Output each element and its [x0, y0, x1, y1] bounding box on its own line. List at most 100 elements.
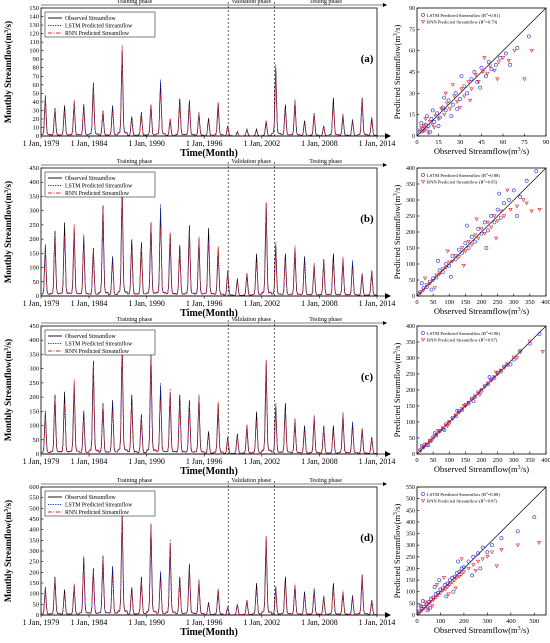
- lstm-point: [453, 414, 458, 419]
- rnn-point: [426, 131, 431, 136]
- lstm-point: [534, 169, 539, 174]
- rnn-point: [469, 243, 474, 247]
- rnn-point: [427, 120, 433, 124]
- timeseries-panel-0: Training phase Validation phase Testing ph…: [3, 0, 396, 159]
- x-axis-title: Observed Streamflow(m3/s): [434, 625, 529, 635]
- lstm-point: [497, 191, 502, 196]
- phase-arrow: [383, 163, 387, 167]
- x-tick-label: 1 Jan, 2008: [301, 618, 338, 627]
- lstm-point: [490, 543, 494, 548]
- rnn-point: [433, 595, 438, 600]
- lstm-point: [483, 74, 488, 79]
- rnn-point: [424, 283, 429, 287]
- rnn-point: [441, 576, 447, 580]
- rnn-point: [480, 70, 486, 75]
- x-axis-title: Time(Month): [180, 308, 238, 319]
- rnn-point: [443, 91, 448, 96]
- x-tick-label: 350: [525, 299, 535, 306]
- y-tick-label: 150: [406, 246, 415, 252]
- x-tick-label: 1 Jan, 1984: [71, 139, 108, 148]
- x-tick-label: 300: [509, 457, 519, 464]
- rnn-point: [428, 599, 434, 604]
- legend-label: Observed Streamflow: [65, 175, 117, 182]
- y-tick-label: 100: [406, 262, 415, 268]
- rnn-point: [492, 214, 497, 219]
- rnn-point: [431, 279, 436, 283]
- rnn-point: [508, 208, 513, 212]
- lstm-point: [432, 585, 437, 589]
- x-tick-label: 1 Jan, 1990: [128, 457, 165, 466]
- rnn-point: [440, 588, 445, 593]
- one-to-one-line: [416, 7, 547, 137]
- x-tick-label: 1 Jan, 1990: [128, 299, 165, 308]
- rnn-point: [461, 264, 466, 268]
- lstm-point: [459, 74, 464, 79]
- x-tick-label: 300: [482, 618, 492, 625]
- y-tick-label: 350: [406, 182, 415, 188]
- lstm-point: [429, 287, 434, 292]
- y-tick-label: 450: [29, 323, 39, 330]
- y-tick-label: 0: [412, 452, 415, 458]
- lstm-point: [449, 114, 454, 118]
- x-tick-label: 30: [457, 139, 464, 146]
- lstm-point: [537, 332, 542, 336]
- y-tick-label: 0: [412, 294, 415, 300]
- rnn-point: [492, 375, 497, 379]
- rnn-point: [472, 394, 478, 399]
- lstm-point: [479, 65, 484, 70]
- rnn-point: [460, 407, 465, 411]
- y-tick-label: 200: [29, 394, 39, 401]
- y-tick-label: 550: [29, 495, 39, 502]
- rnn-point: [450, 259, 455, 264]
- lstm-point: [478, 566, 483, 571]
- x-tick-label: 200: [477, 299, 487, 306]
- lstm-point: [526, 34, 531, 39]
- x-tick-label: 500: [529, 618, 539, 625]
- x-axis-title: Observed Streamflow(m3/s): [434, 464, 529, 474]
- y-tick-label: 70: [33, 73, 40, 80]
- lstm-point: [457, 247, 461, 252]
- rnn-point: [437, 272, 442, 277]
- y-axis-title: Predicted Streamflow(m3/s): [392, 342, 402, 437]
- lstm-point: [473, 239, 477, 244]
- legend-label: LSTM Predicted Streamflow: [65, 341, 133, 348]
- rnn-point: [527, 339, 532, 344]
- lstm-point: [498, 369, 503, 374]
- x-tick-label: 1 Jan, 2002: [243, 457, 280, 466]
- lstm-point: [457, 570, 462, 574]
- lstm-point: [450, 254, 455, 258]
- rnn-point: [432, 125, 437, 130]
- phase-label: Training phase: [117, 159, 153, 165]
- y-axis-title: Predicted Streamflow(m3/s): [392, 184, 402, 279]
- x-tick-label: 100: [436, 618, 446, 625]
- rnn-point: [489, 379, 494, 383]
- rnn-point: [447, 583, 452, 587]
- legend-box: [44, 11, 156, 38]
- y-tick-label: 130: [29, 22, 39, 29]
- lstm-point: [462, 565, 466, 570]
- x-tick-label: 1 Jan, 1996: [186, 139, 223, 148]
- rnn-point: [500, 56, 506, 60]
- rnn-point: [529, 49, 534, 53]
- y-tick-label: 30: [409, 91, 415, 97]
- rnn-point: [422, 276, 428, 281]
- y-tick-label: 200: [406, 566, 415, 572]
- y-tick-label: 200: [406, 230, 415, 236]
- x-axis-arrow: [385, 293, 391, 299]
- y-axis-title: Predicted Streamflow(m3/s): [392, 503, 402, 598]
- lstm-point: [503, 51, 508, 56]
- rnn-point: [512, 49, 517, 53]
- y-tick-label: 200: [29, 236, 39, 243]
- lstm-point: [434, 275, 439, 280]
- rnn-point: [423, 600, 428, 605]
- rnn-point: [453, 586, 458, 591]
- x-axis-title: Observed Streamflow(m3/s): [434, 146, 529, 156]
- rnn-point: [445, 424, 450, 428]
- rnn-point: [485, 71, 490, 76]
- x-tick-label: 1 Jan, 2008: [301, 299, 338, 308]
- rnn-point: [472, 233, 478, 238]
- x-tick-label: 1 Jan, 2014: [359, 618, 396, 627]
- rnn-point: [462, 94, 467, 99]
- lstm-point: [436, 258, 440, 263]
